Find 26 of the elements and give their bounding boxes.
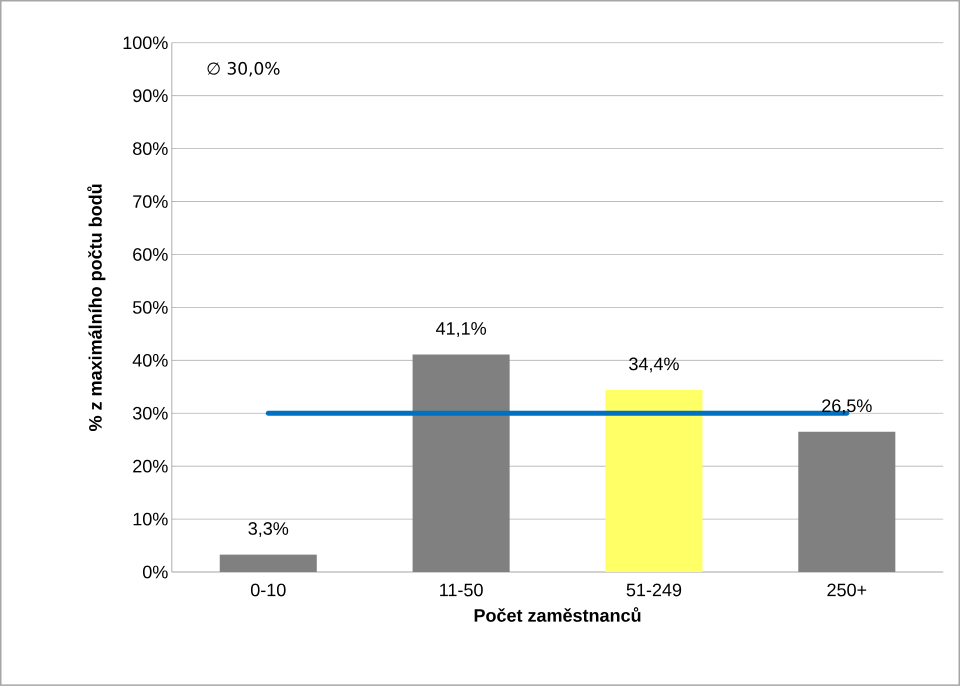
y-tick-label: 80% (133, 142, 168, 156)
y-tick-label: 90% (133, 89, 168, 102)
data-label: 3,3% (248, 522, 288, 538)
x-tick-label: 51-249 (626, 584, 682, 596)
bar (220, 554, 317, 572)
y-tick-label: 70% (133, 195, 168, 208)
x-tick-label: 250+ (827, 584, 866, 596)
y-tick-label: 40% (132, 354, 168, 367)
x-tick-label: 0-10 (250, 584, 286, 596)
y-tick-label: 10% (134, 512, 168, 526)
y-tick-label: 20% (133, 460, 168, 473)
bar (412, 354, 510, 572)
data-label: 26,5% (822, 399, 872, 414)
y-axis-title: % z maximálního počtu bodů (87, 184, 106, 432)
y-tick-label: 100% (124, 36, 168, 50)
data-label: 41,1% (436, 322, 486, 338)
x-axis-title: Počet zaměstnanců (474, 607, 640, 622)
y-tick-label: 60% (133, 248, 168, 261)
annotation: ∅ 30,0% (208, 62, 280, 77)
bar (605, 390, 702, 572)
y-tick-label: 30% (132, 406, 168, 420)
y-tick-label: 0% (142, 566, 168, 578)
y-tick-label: 50% (132, 301, 168, 314)
x-tick-label: 11-50 (440, 584, 483, 596)
data-label: 34,4% (629, 358, 679, 373)
bar (798, 432, 896, 572)
